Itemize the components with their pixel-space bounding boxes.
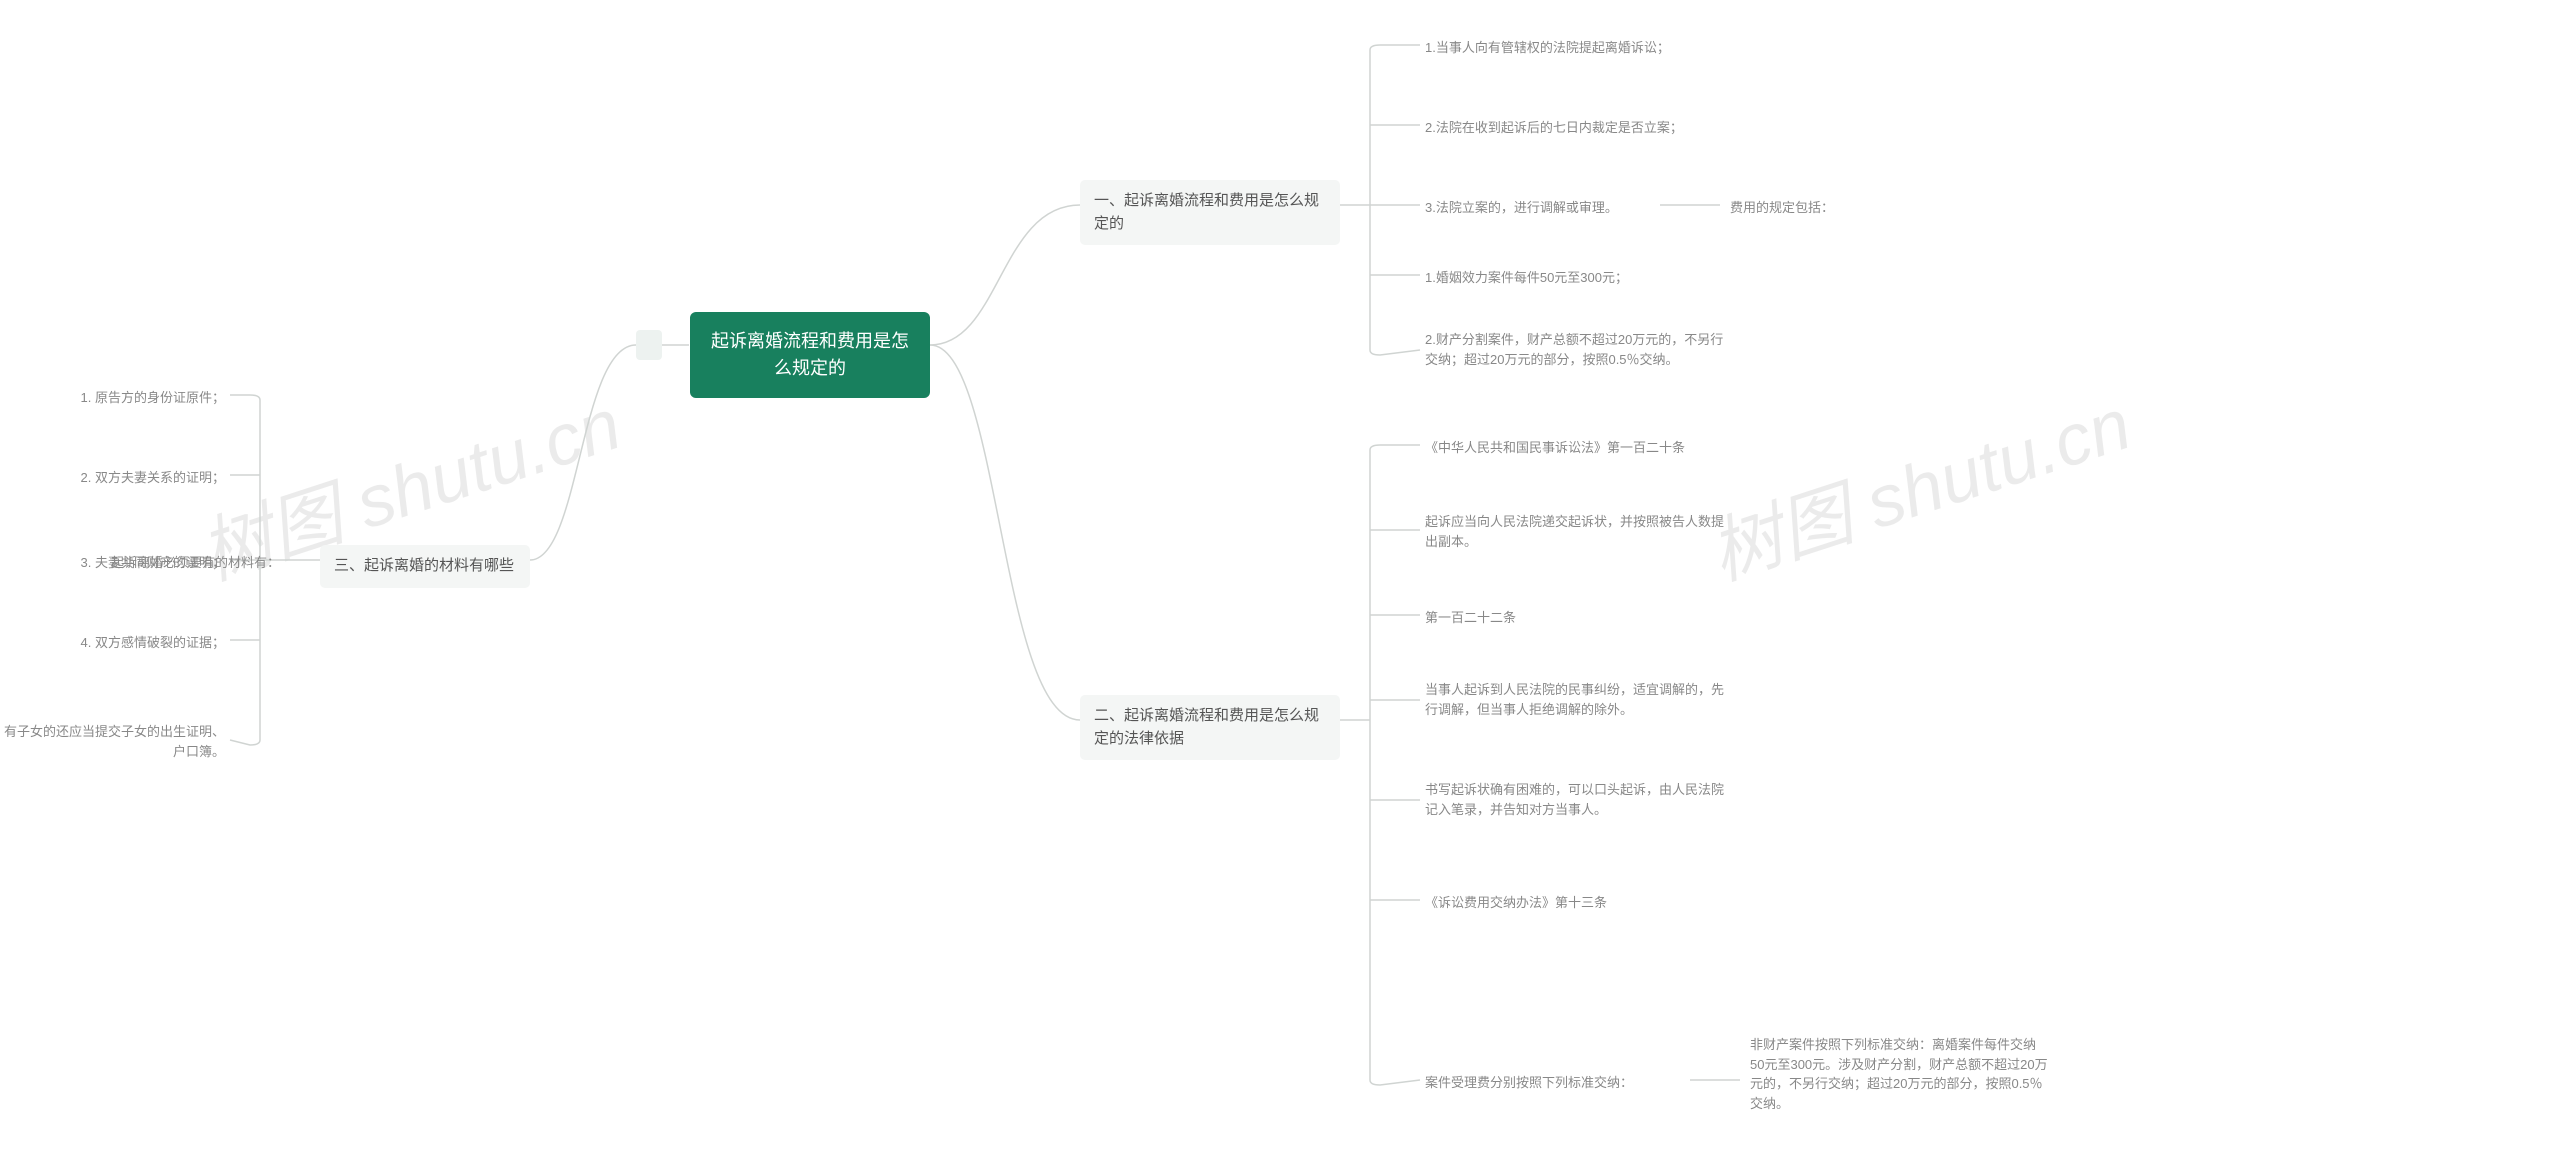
b1-leaf-5: 2.财产分割案件，财产总额不超过20万元的，不另行交纳；超过20万元的部分，按照…	[1425, 330, 1735, 369]
b1-leaf-3-tail: 费用的规定包括：	[1730, 198, 1870, 218]
b2-leaf-2: 起诉应当向人民法院递交起诉状，并按照被告人数提出副本。	[1425, 512, 1735, 551]
root-node[interactable]: 起诉离婚流程和费用是怎么规定的	[690, 312, 930, 398]
b1-leaf-1: 1.当事人向有管辖权的法院提起离婚诉讼；	[1425, 38, 1705, 58]
branch-3-label: 三、起诉离婚的材料有哪些	[334, 557, 514, 574]
b3-leaf-1: 1. 原告方的身份证原件；	[35, 388, 225, 408]
b3-leaf-5: 5. 有子女的还应当提交子女的出生证明、户口簿。	[0, 722, 225, 761]
b3-leaf-4: 4. 双方感情破裂的证据；	[35, 633, 225, 653]
root-label: 起诉离婚流程和费用是怎么规定的	[711, 331, 909, 378]
b1-leaf-2: 2.法院在收到起诉后的七日内裁定是否立案；	[1425, 118, 1705, 138]
branch-1[interactable]: 一、起诉离婚流程和费用是怎么规定的	[1080, 180, 1340, 245]
b2-leaf-7-tail: 非财产案件按照下列标准交纳：离婚案件每件交纳50元至300元。涉及财产分割，财产…	[1750, 1035, 2050, 1113]
root-handle	[636, 330, 662, 360]
b2-leaf-1: 《中华人民共和国民事诉讼法》第一百二十条	[1425, 438, 1705, 458]
b3-leaf-2: 2. 双方夫妻关系的证明；	[35, 468, 225, 488]
branch-1-label: 一、起诉离婚流程和费用是怎么规定的	[1094, 192, 1319, 232]
b2-leaf-7: 案件受理费分别按照下列标准交纳：	[1425, 1073, 1685, 1093]
mindmap-canvas: 树图 shutu.cn 树图 shutu.cn 起诉离婚流程和费用是怎么规定的 …	[0, 0, 2560, 1173]
b2-leaf-5: 书写起诉状确有困难的，可以口头起诉，由人民法院记入笔录，并告知对方当事人。	[1425, 780, 1735, 819]
b2-leaf-6: 《诉讼费用交纳办法》第十三条	[1425, 893, 1705, 913]
b1-leaf-3: 3.法院立案的，进行调解或审理。	[1425, 198, 1655, 218]
branch-3[interactable]: 三、起诉离婚的材料有哪些	[320, 545, 530, 588]
branch-2-label: 二、起诉离婚流程和费用是怎么规定的法律依据	[1094, 707, 1319, 747]
b2-leaf-3: 第一百二十二条	[1425, 608, 1705, 628]
b1-leaf-4: 1.婚姻效力案件每件50元至300元；	[1425, 268, 1705, 288]
watermark-2: 树图 shutu.cn	[1694, 365, 2141, 600]
b2-leaf-4: 当事人起诉到人民法院的民事纠纷，适宜调解的，先行调解，但当事人拒绝调解的除外。	[1425, 680, 1735, 719]
b3-leaf-3: 3. 夫妻共同财产的证明；	[35, 553, 225, 573]
branch-2[interactable]: 二、起诉离婚流程和费用是怎么规定的法律依据	[1080, 695, 1340, 760]
